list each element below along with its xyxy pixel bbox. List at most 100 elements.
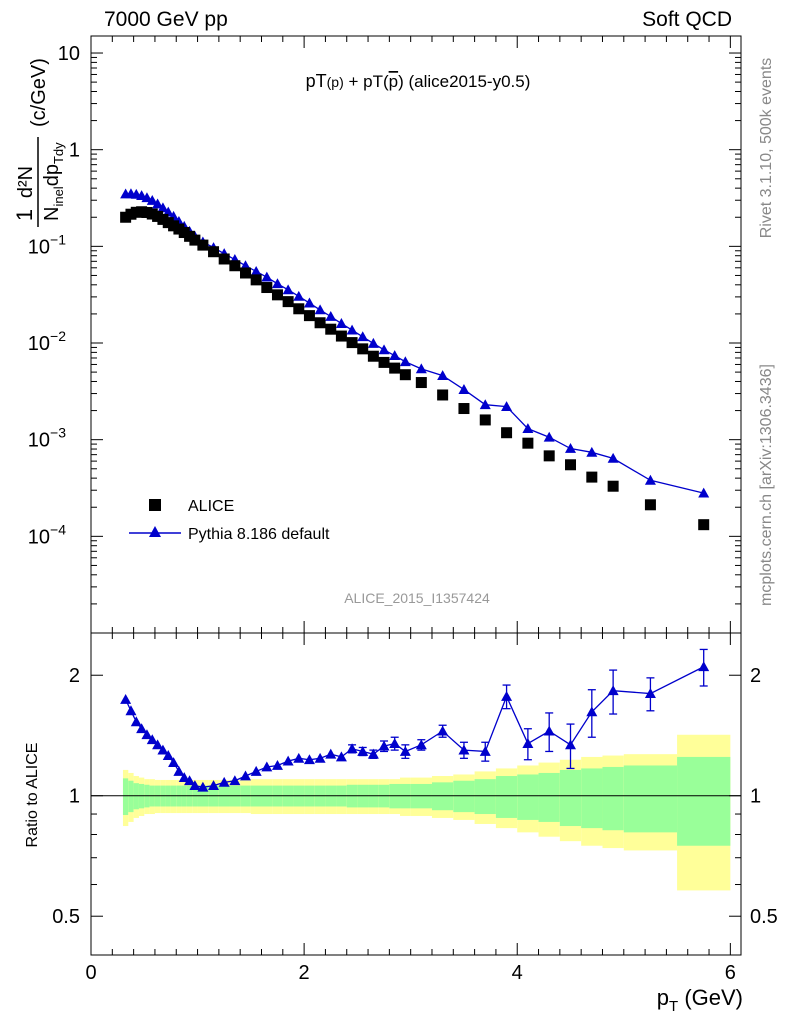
x-axis-label: pT (GeV) bbox=[657, 985, 743, 1015]
header-energy-label: 7000 GeV pp bbox=[104, 8, 228, 31]
ratio-point bbox=[357, 745, 369, 756]
ratio-point bbox=[162, 750, 174, 760]
ratio-point bbox=[346, 743, 358, 754]
pythia-point bbox=[522, 423, 534, 434]
legend: ALICE Pythia 8.186 default bbox=[129, 498, 330, 543]
ratio-point bbox=[586, 706, 598, 717]
pythia-point bbox=[303, 297, 315, 308]
band-inner-bin bbox=[517, 774, 539, 820]
svg-text:1: 1 bbox=[12, 209, 37, 221]
main-y-tick-label: 10−1 bbox=[28, 231, 66, 258]
ratio-point bbox=[184, 775, 196, 786]
ratio-point bbox=[367, 748, 379, 759]
ratio-point bbox=[208, 780, 220, 790]
ratio-y-axis-label: Ratio to ALICE bbox=[24, 743, 41, 848]
main-plot-frame: 10 1 10−1 10−2 10−3 10−4 bbox=[28, 35, 742, 634]
main-y-tick-label: 10−2 bbox=[28, 328, 66, 355]
analysis-watermark: ALICE_2015_I1357424 bbox=[344, 590, 490, 606]
main-y-tick-label: 10−3 bbox=[28, 425, 66, 452]
ratio-point bbox=[218, 776, 230, 787]
ratio-point bbox=[335, 751, 347, 762]
x-tick-label: 4 bbox=[512, 962, 523, 984]
pythia-point bbox=[586, 446, 598, 457]
main-frame-border bbox=[90, 35, 742, 634]
pythia-point bbox=[415, 363, 427, 374]
pythia-point bbox=[565, 443, 577, 453]
band-inner-bin bbox=[559, 769, 582, 827]
pythia-point bbox=[293, 290, 305, 301]
alice-point bbox=[240, 267, 252, 279]
main-y-tick-label: 10−4 bbox=[28, 521, 66, 548]
ratio-point bbox=[271, 759, 283, 770]
alice-point bbox=[437, 389, 449, 401]
pythia-point bbox=[325, 311, 337, 321]
main-title: pT(p) + pT(p) (alice2015-y0.5) bbox=[306, 71, 531, 91]
ratio-point bbox=[197, 781, 209, 792]
ratio-point bbox=[565, 739, 577, 750]
ratio-y-tick-label-right: 2 bbox=[750, 665, 761, 687]
ratio-point bbox=[136, 723, 148, 734]
main-plot-data bbox=[120, 188, 710, 531]
pythia-point bbox=[346, 324, 358, 335]
alice-point bbox=[586, 471, 598, 483]
x-tick-label: 6 bbox=[725, 962, 736, 984]
band-inner-bin bbox=[122, 778, 129, 816]
ratio-point bbox=[543, 725, 555, 736]
legend-marker-pythia bbox=[149, 526, 161, 537]
pythia-point bbox=[367, 337, 379, 348]
main-y-axis-label: 1 d²N NineldpTdy (c/GeV) bbox=[12, 58, 66, 227]
pythia-point bbox=[458, 384, 470, 394]
alice-point bbox=[250, 274, 262, 286]
ratio-point bbox=[399, 745, 411, 756]
ratio-y-tick-label-right: 1 bbox=[750, 786, 761, 808]
ratio-point bbox=[261, 761, 273, 772]
ratio-point bbox=[168, 757, 180, 767]
ratio-point bbox=[415, 739, 427, 750]
ratio-point bbox=[282, 755, 294, 766]
ratio-point bbox=[130, 716, 142, 727]
alice-point bbox=[607, 480, 619, 492]
ratio-point bbox=[501, 690, 513, 701]
pythia-point bbox=[543, 431, 555, 442]
pythia-point bbox=[314, 304, 326, 315]
svg-text:(c/GeV): (c/GeV) bbox=[28, 58, 50, 127]
alice-point bbox=[229, 260, 241, 272]
alice-point bbox=[335, 330, 347, 342]
alice-point bbox=[501, 427, 513, 439]
pythia-point bbox=[479, 399, 491, 410]
band-inner-bin bbox=[431, 782, 454, 811]
ratio-point bbox=[250, 765, 262, 776]
ratio-point bbox=[607, 685, 619, 696]
ratio-point bbox=[389, 738, 401, 748]
ratio-point bbox=[141, 729, 153, 740]
alice-point bbox=[271, 289, 283, 301]
ratio-point bbox=[522, 738, 534, 748]
alice-point bbox=[458, 403, 470, 415]
x-tick-label: 0 bbox=[85, 962, 96, 984]
alice-point bbox=[346, 337, 358, 349]
legend-marker-alice bbox=[149, 499, 161, 511]
band-inner-bin bbox=[474, 779, 496, 815]
ratio-point bbox=[229, 775, 241, 786]
ratio-point bbox=[146, 734, 158, 745]
alice-point bbox=[197, 239, 209, 251]
ratio-point bbox=[189, 780, 201, 790]
main-y-tick-label: 1 bbox=[69, 140, 80, 162]
svg-text:d²N: d²N bbox=[15, 166, 37, 198]
band-inner-bin bbox=[538, 772, 560, 822]
ratio-point bbox=[240, 770, 252, 781]
alice-point bbox=[479, 414, 491, 426]
pythia-point bbox=[399, 356, 411, 367]
alice-point bbox=[565, 459, 577, 471]
ratio-point bbox=[314, 752, 326, 763]
band-inner-bin bbox=[677, 756, 731, 846]
pythia-point bbox=[357, 331, 369, 342]
alice-point bbox=[282, 296, 294, 308]
legend-label-pythia: Pythia 8.186 default bbox=[188, 526, 330, 543]
alice-point bbox=[303, 310, 315, 322]
alice-point bbox=[698, 519, 710, 531]
alice-point bbox=[522, 437, 534, 449]
pythia-point bbox=[271, 278, 283, 289]
alice-point bbox=[208, 246, 220, 258]
